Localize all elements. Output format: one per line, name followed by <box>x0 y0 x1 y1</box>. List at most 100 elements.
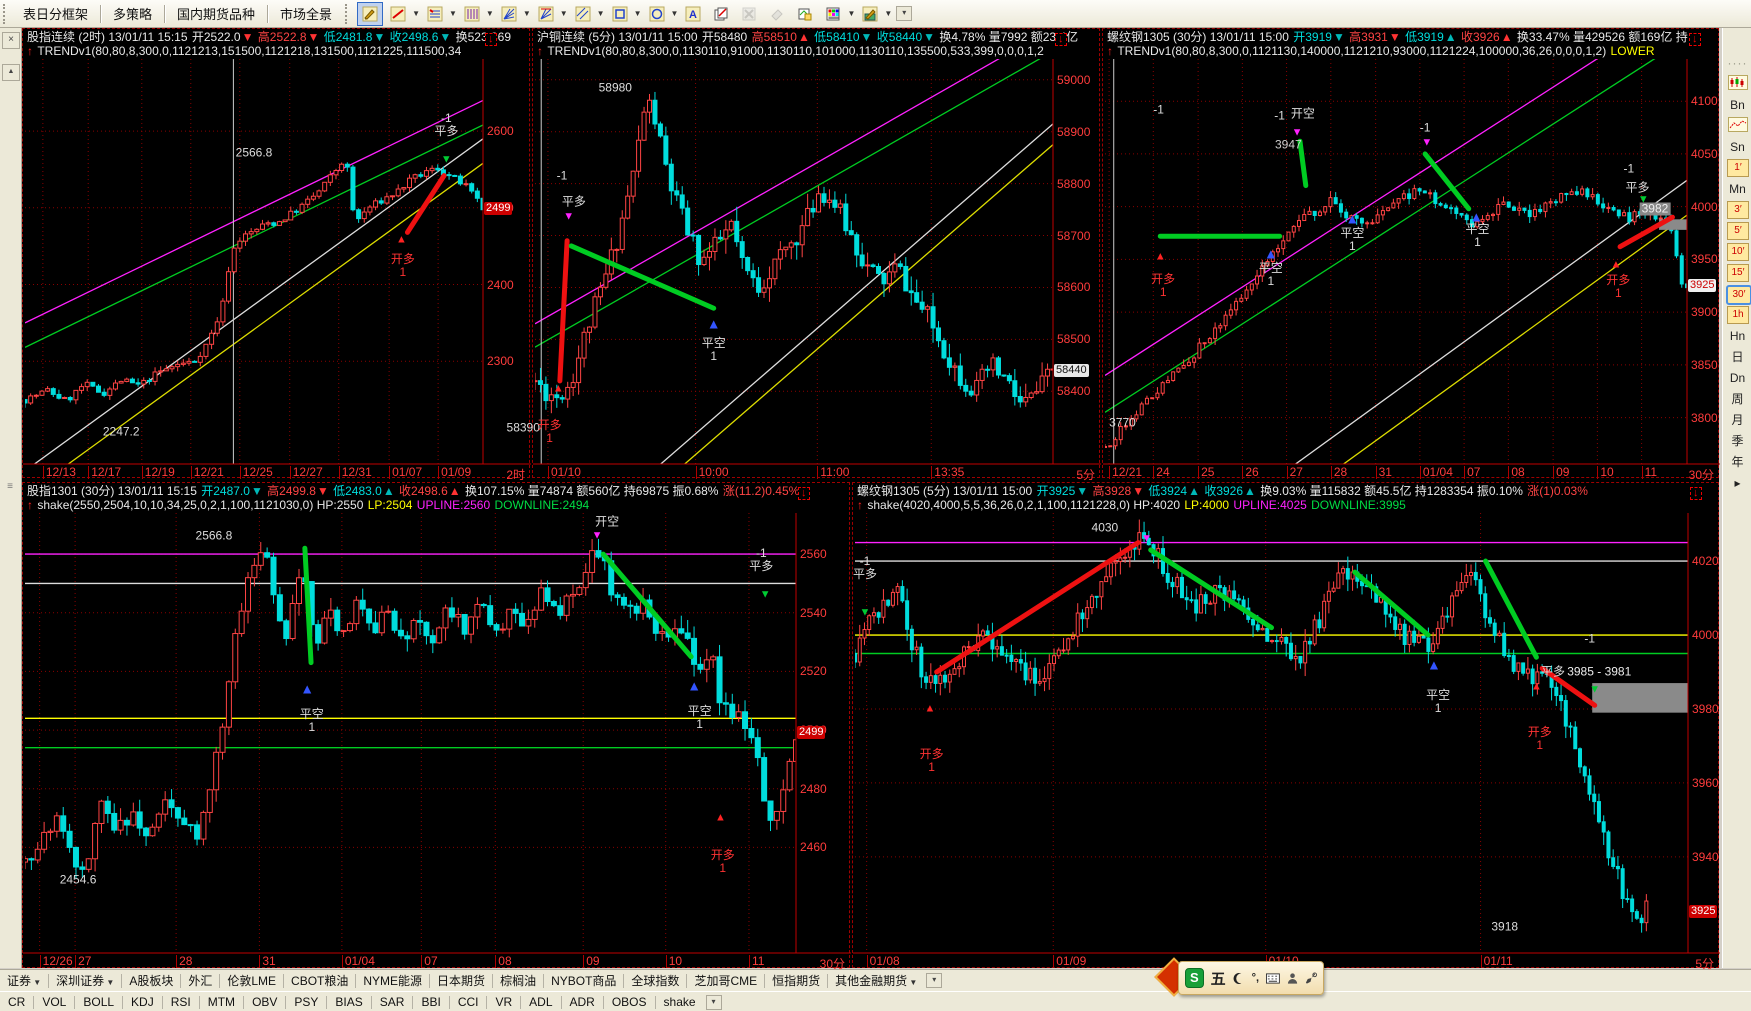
timeframe-button-日[interactable]: 日 <box>1731 350 1744 364</box>
menu-item-4[interactable]: 市场全景 <box>280 7 333 22</box>
vertical-lines-icon[interactable] <box>459 2 485 26</box>
toolbar-overflow-button[interactable]: ▾ <box>896 6 913 21</box>
tab-2[interactable]: 深圳证券 ▼ <box>56 974 115 988</box>
tab-10[interactable]: NYBOT商品 <box>551 974 617 988</box>
indicator-button-boll[interactable]: BOLL <box>83 995 115 1009</box>
candlestick-view-icon[interactable] <box>1726 75 1749 93</box>
timeframe-button-30m[interactable]: 30′ <box>1726 285 1751 305</box>
menu-item-3[interactable]: 国内期货品种 <box>177 7 256 22</box>
chart-panel-luo-wen-gang-1305-30m[interactable]: 螺纹钢1305 (30分) 13/01/11 15:00 开3919▼ 高393… <box>1102 28 1720 482</box>
indicator-button-bias[interactable]: BIAS <box>335 995 363 1009</box>
trendline-tool-dropdown[interactable]: ▼ <box>412 9 420 18</box>
rectangle-icon[interactable] <box>607 2 633 26</box>
tab-12[interactable]: 芝加哥CME <box>694 974 758 988</box>
save-drawing-tool-dropdown[interactable]: ▼ <box>884 9 893 18</box>
indicator-button-cci[interactable]: CCI <box>457 995 479 1009</box>
indicator-button-obos[interactable]: OBOS <box>611 995 647 1009</box>
line-view-icon[interactable] <box>1726 117 1749 135</box>
ime-punct-label[interactable]: °, <box>1251 972 1260 984</box>
moon-icon[interactable] <box>1233 972 1245 985</box>
indicator-button-sar[interactable]: SAR <box>379 995 405 1009</box>
panel-collapse-button[interactable]: ↓ <box>1690 487 1702 500</box>
indicator-more-button[interactable]: ▾ <box>705 994 722 1010</box>
indicator-button-adl[interactable]: ADL <box>529 995 553 1009</box>
toolbar-grip[interactable] <box>3 3 10 24</box>
ime-logo-icon[interactable]: S <box>1185 968 1204 988</box>
timeframe-button-15m[interactable]: 15′ <box>1727 264 1749 282</box>
period-label[interactable]: 30分 <box>819 957 845 971</box>
indicator-button-obv[interactable]: OBV <box>252 995 278 1009</box>
menu-item-2[interactable]: 多策略 <box>113 7 153 22</box>
tab-3[interactable]: A股板块 <box>129 974 174 988</box>
chart-panel-hu-tong-lian-xu-5m[interactable]: 沪铜连续 (5分) 13/01/11 15:00 开58480 高58510▲ … <box>507 28 1101 482</box>
indicator-button-cr[interactable]: CR <box>8 995 26 1009</box>
timeframe-button-10m[interactable]: 10′ <box>1727 243 1749 261</box>
chart-panel-gu-zhi-1301-30m[interactable]: 股指1301 (30分) 13/01/11 15:15 开2487.0▼ 高24… <box>22 482 851 971</box>
panel-collapse-button[interactable]: ↓ <box>1055 33 1067 46</box>
timeframe-button-Hn[interactable]: Hn <box>1729 329 1746 343</box>
tab-13[interactable]: 恒指期货 <box>772 974 821 988</box>
timeframe-button-季[interactable]: 季 <box>1731 434 1744 448</box>
trendline-icon[interactable] <box>385 2 411 26</box>
gann-tool-dropdown[interactable]: ▼ <box>559 9 568 18</box>
splitter-grip[interactable]: ≡ <box>2 480 18 495</box>
ime-mode-label[interactable]: 五 <box>1210 970 1226 988</box>
tab-6[interactable]: CBOT粮油 <box>291 974 349 988</box>
indicator-button-mtm[interactable]: MTM <box>207 995 236 1009</box>
candlestick-chart[interactable] <box>1105 59 1687 464</box>
period-label[interactable]: 5分 <box>1695 957 1714 971</box>
tabs-more-button[interactable]: ▾ <box>926 973 943 988</box>
tab-8[interactable]: 日本期货 <box>437 974 486 988</box>
chart-panel-gu-zhi-lian-xu-2h[interactable]: 股指连续 (2时) 13/01/11 15:15 开2522.0▼ 高2522.… <box>22 28 531 482</box>
scroll-up-button[interactable]: ▲ <box>2 64 20 81</box>
period-label[interactable]: 5分 <box>1076 468 1095 482</box>
period-label[interactable]: 30分 <box>1688 468 1714 482</box>
indicator-button-vr[interactable]: VR <box>495 995 513 1009</box>
candlestick-chart[interactable] <box>535 59 1053 464</box>
chart-panel-luo-wen-gang-1305-5m[interactable]: 螺纹钢1305 (5分) 13/01/11 15:00 开3925▼ 高3928… <box>852 482 1720 971</box>
close-panel-button[interactable]: × <box>2 32 20 49</box>
rail-scroll-button[interactable]: ▸ <box>1734 476 1741 490</box>
timeframe-button-Dn[interactable]: Dn <box>1729 371 1746 385</box>
panel-collapse-button[interactable]: ↓ <box>485 33 497 46</box>
panel-collapse-button[interactable]: ↓ <box>1689 33 1701 46</box>
indicator-button-adr[interactable]: ADR <box>569 995 595 1009</box>
menu-item-1[interactable]: 表日分框架 <box>23 7 89 22</box>
indicator-button-kdj[interactable]: KDJ <box>131 995 154 1009</box>
timeframe-button-月[interactable]: 月 <box>1731 413 1744 427</box>
polyline-icon[interactable] <box>422 2 448 26</box>
tab-7[interactable]: NYME能源 <box>363 974 423 988</box>
keyboard-icon[interactable] <box>1266 972 1280 984</box>
timeframe-button-周[interactable]: 周 <box>1731 392 1744 406</box>
annotate-icon[interactable] <box>357 1 384 26</box>
palette-icon[interactable] <box>820 2 846 26</box>
timeframe-button-Sn[interactable]: Sn <box>1730 140 1745 154</box>
timeframe-button-年[interactable]: 年 <box>1731 455 1744 469</box>
palette-tool-dropdown[interactable]: ▼ <box>847 9 856 18</box>
vertical-lines-tool-dropdown[interactable]: ▼ <box>485 9 494 18</box>
user-icon[interactable] <box>1287 972 1298 985</box>
hatch-tool-dropdown[interactable]: ▼ <box>596 9 605 18</box>
wrench-icon[interactable] <box>1305 972 1318 985</box>
rectangle-tool-dropdown[interactable]: ▼ <box>633 9 642 18</box>
timeframe-button-5m[interactable]: 5′ <box>1727 222 1749 240</box>
panel-collapse-button[interactable]: ↓ <box>798 487 810 500</box>
period-label[interactable]: 2时 <box>506 468 525 482</box>
indicator-button-shake[interactable]: shake <box>663 995 696 1009</box>
fan-lines-tool-dropdown[interactable]: ▼ <box>522 9 531 18</box>
indicator-button-vol[interactable]: VOL <box>42 995 67 1009</box>
screenshot-icon[interactable] <box>792 2 818 26</box>
timeframe-button-1m[interactable]: 1′ <box>1727 159 1749 177</box>
timeframe-button-Mn[interactable]: Mn <box>1729 182 1746 196</box>
tab-1[interactable]: 证券 ▼ <box>7 974 42 988</box>
timeframe-button-3m[interactable]: 3′ <box>1727 201 1749 219</box>
candlestick-chart[interactable] <box>25 59 483 464</box>
hatch-icon[interactable] <box>570 2 596 26</box>
timeframe-button-Bn[interactable]: Bn <box>1730 98 1745 112</box>
fan-lines-icon[interactable] <box>496 2 522 26</box>
copy-icon[interactable] <box>708 2 734 26</box>
candlestick-chart[interactable] <box>25 513 796 953</box>
indicator-button-psy[interactable]: PSY <box>294 995 319 1009</box>
tab-9[interactable]: 棕榈油 <box>500 974 537 988</box>
drawing-toolbar-grip[interactable] <box>345 3 352 24</box>
